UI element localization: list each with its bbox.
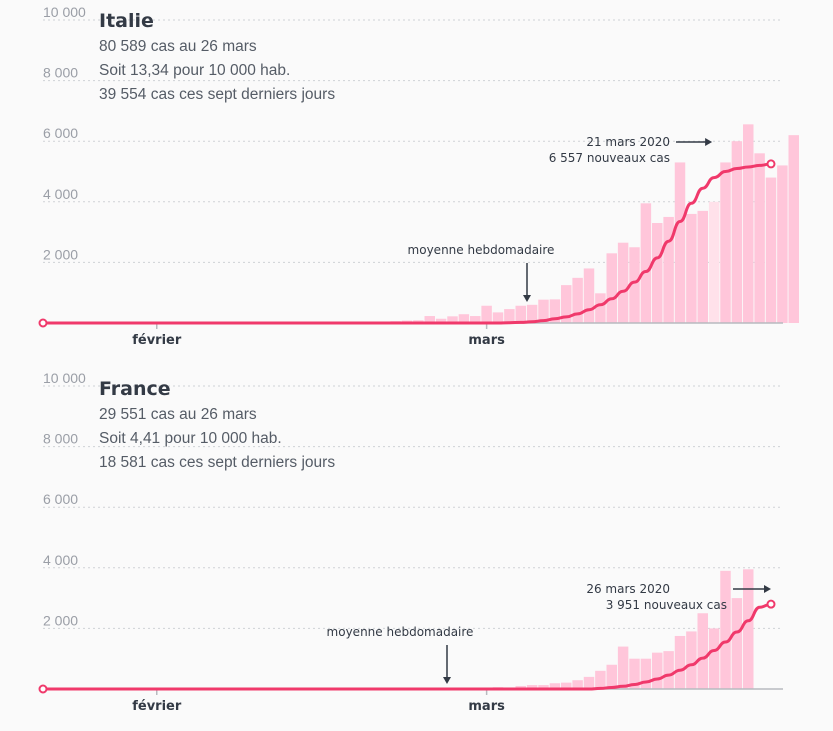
- bar: [492, 312, 504, 323]
- x-tick-label: février: [132, 333, 182, 348]
- bar: [743, 569, 754, 689]
- y-tick-label: 6 000: [43, 491, 78, 507]
- y-tick-label: 6 000: [43, 125, 78, 141]
- chart-title: Italie: [99, 10, 154, 32]
- bar: [424, 316, 435, 323]
- series-start-point: [38, 318, 48, 328]
- info-line-rate: Soit 13,34 pour 10 000 hab.: [99, 62, 291, 79]
- bar: [526, 685, 538, 689]
- bar: [674, 635, 686, 689]
- bar: [697, 210, 708, 323]
- bar: [743, 124, 754, 323]
- moving-average-arrowhead: [523, 295, 531, 302]
- bar: [720, 162, 731, 323]
- peak-annotation-arrowhead: [705, 138, 713, 146]
- bar: [708, 201, 720, 323]
- y-tick-label: 10 000: [43, 370, 86, 386]
- bar: [720, 570, 731, 689]
- chart-info: 29 551 cas au 26 mars Soit 4,41 pour 10 …: [99, 403, 335, 475]
- bar: [640, 203, 652, 323]
- bar: [765, 177, 777, 323]
- bar: [663, 216, 674, 323]
- bar: [640, 658, 652, 689]
- bar: [697, 613, 708, 689]
- info-line-total: 29 551 cas au 26 mars: [99, 406, 257, 423]
- bar: [481, 305, 492, 323]
- series-end-point: [766, 599, 776, 609]
- bar: [617, 242, 629, 323]
- y-tick-label: 2 000: [43, 246, 78, 262]
- chart-panel-italy: 2 000 4 000 6 000 8 000 10 000 février mars 21 …: [0, 0, 833, 365]
- bar: [629, 658, 640, 689]
- x-tick-label: mars: [468, 699, 505, 714]
- peak-annotation-count: 6 557 nouveaux cas: [549, 151, 670, 165]
- bar: [674, 162, 686, 323]
- bar: [583, 676, 595, 689]
- bar: [515, 685, 526, 689]
- bar: [617, 646, 629, 689]
- bar: [595, 670, 606, 689]
- bar: [504, 309, 515, 323]
- y-tick-label: 10 000: [43, 4, 86, 20]
- info-line-week: 39 554 cas ces sept derniers jours: [99, 86, 336, 103]
- bar: [572, 680, 583, 689]
- y-tick-label: 4 000: [43, 186, 78, 202]
- bar: [606, 253, 617, 323]
- bar: [663, 651, 674, 689]
- moving-average-annotation: moyenne hebdomadaire: [408, 243, 555, 257]
- bar: [652, 652, 663, 689]
- bar: [538, 685, 549, 689]
- bar: [583, 268, 595, 323]
- bar: [731, 598, 743, 689]
- bar: [561, 285, 572, 323]
- peak-annotation-arrowhead: [764, 585, 771, 593]
- x-tick-label: février: [132, 699, 182, 714]
- bar: [686, 213, 697, 323]
- series-end-point: [766, 159, 776, 169]
- chart-panel-france: 2 000 4 000 6 000 8 000 10 000 février mars 26 …: [0, 366, 833, 731]
- bar: [435, 318, 447, 323]
- bar: [526, 304, 538, 323]
- info-line-total: 80 589 cas au 26 mars: [99, 38, 257, 55]
- moving-average-arrowhead: [443, 677, 451, 684]
- bar: [788, 135, 799, 323]
- bar: [708, 628, 720, 689]
- peak-annotation-count: 3 951 nouveaux cas: [606, 598, 727, 612]
- chart-italy-svg: 2 000 4 000 6 000 8 000 10 000 février mars 21 …: [38, 4, 799, 348]
- chart-info: 80 589 cas au 26 mars Soit 13,34 pour 10…: [99, 35, 335, 107]
- bar: [731, 141, 743, 323]
- chart-title: France: [99, 378, 171, 400]
- bar: [447, 316, 458, 323]
- info-line-rate: Soit 4,41 pour 10 000 hab.: [99, 430, 282, 447]
- bar: [470, 316, 481, 323]
- info-line-week: 18 581 cas ces sept derniers jours: [99, 454, 336, 471]
- bar: [549, 683, 561, 689]
- bar: [515, 305, 526, 323]
- peak-annotation-date: 26 mars 2020: [586, 582, 670, 596]
- bar: [458, 314, 470, 323]
- bar: [561, 682, 572, 689]
- bar: [652, 223, 663, 323]
- bar: [629, 247, 640, 323]
- bar: [686, 631, 697, 689]
- bar: [538, 299, 549, 323]
- y-tick-label: 8 000: [43, 65, 78, 81]
- bar: [595, 293, 606, 323]
- peak-annotation-date: 21 mars 2020: [586, 135, 670, 149]
- bar: [777, 165, 788, 323]
- bar: [606, 664, 617, 689]
- x-tick-label: mars: [468, 333, 505, 348]
- y-tick-label: 8 000: [43, 431, 78, 447]
- y-tick-label: 4 000: [43, 552, 78, 568]
- chart-france-svg: 2 000 4 000 6 000 8 000 10 000 février mars 26 …: [38, 370, 783, 714]
- series-start-point: [38, 684, 48, 694]
- bar: [572, 277, 583, 323]
- bar: [549, 299, 561, 323]
- moving-average-line: [43, 162, 772, 325]
- y-tick-label: 2 000: [43, 612, 78, 628]
- moving-average-annotation: moyenne hebdomadaire: [327, 625, 474, 639]
- moving-average-line: [43, 602, 772, 691]
- bar: [754, 153, 765, 323]
